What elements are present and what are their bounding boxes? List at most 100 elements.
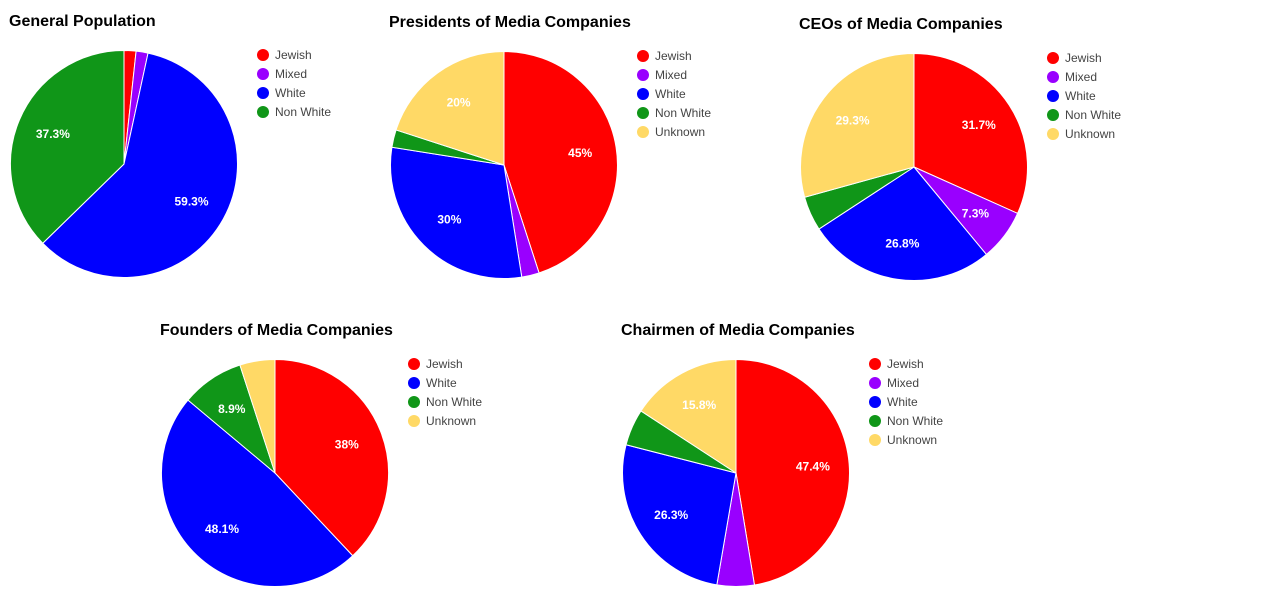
legend-item-unknown: Unknown <box>637 122 711 141</box>
legend-item-mixed: Mixed <box>1047 67 1121 86</box>
slice-label-unknown: 20% <box>447 96 471 110</box>
legend-item-non-white: Non White <box>1047 105 1121 124</box>
legend-label: Jewish <box>887 356 924 371</box>
pie-slice-white <box>818 166 988 282</box>
legend-label: Jewish <box>426 356 463 371</box>
legend-label: Non White <box>275 104 332 119</box>
pie-slice-jewish <box>735 358 850 586</box>
pie-chart: 45% 30% 20% <box>390 50 618 279</box>
slice-label-white: 26.8% <box>885 236 919 250</box>
legend-swatch <box>637 49 649 62</box>
slice-label-unknown: 15.8% <box>682 398 716 412</box>
legend-label: Non White <box>426 394 483 409</box>
chart-legend: Jewish Mixed White Non White <box>257 45 331 121</box>
pie-slice-unknown <box>239 358 276 474</box>
slice-label-jewish: 31.7% <box>962 118 996 132</box>
slice-label-non-white: 8.9% <box>218 402 246 416</box>
pie-chart: 59.3% 37.3% <box>10 49 238 278</box>
legend-swatch <box>637 125 649 138</box>
chart-legend: Jewish Mixed White Non White Unknown <box>637 46 711 141</box>
legend-item-white: White <box>408 373 482 392</box>
legend-label: Non White <box>1065 107 1122 122</box>
pie-slice-jewish <box>913 52 1028 215</box>
legend-label: Mixed <box>1065 69 1098 84</box>
legend-label: Unknown <box>887 432 938 447</box>
legend-label: White <box>426 375 457 390</box>
legend-item-non-white: Non White <box>257 102 331 121</box>
legend-label: Mixed <box>887 375 920 390</box>
pie-slice-white <box>42 52 238 278</box>
pie-slice-unknown <box>395 50 505 166</box>
legend-swatch <box>408 395 420 408</box>
pie-slice-white <box>160 399 354 588</box>
legend-swatch <box>869 433 881 446</box>
legend-label: Jewish <box>1065 50 1102 65</box>
legend-swatch <box>257 86 269 99</box>
legend-label: Jewish <box>655 48 692 63</box>
legend-label: White <box>655 86 686 101</box>
legend-item-white: White <box>869 392 943 411</box>
chart-legend: Jewish White Non White Unknown <box>408 354 482 430</box>
legend-item-jewish: Jewish <box>1047 48 1121 67</box>
legend-label: Unknown <box>426 413 477 428</box>
legend-item-jewish: Jewish <box>637 46 711 65</box>
chart-title: CEOs of Media Companies <box>799 16 1003 33</box>
legend-item-jewish: Jewish <box>869 354 943 373</box>
legend-item-white: White <box>257 83 331 102</box>
legend-label: White <box>887 394 918 409</box>
legend-swatch <box>257 105 269 118</box>
pie-chart: 47.4% 26.3% 15.8% <box>622 358 850 587</box>
legend-swatch <box>408 414 420 427</box>
legend-item-mixed: Mixed <box>637 65 711 84</box>
legend-item-jewish: Jewish <box>408 354 482 373</box>
legend-item-jewish: Jewish <box>257 45 331 64</box>
slice-label-jewish: 47.4% <box>796 460 830 474</box>
legend-label: Mixed <box>655 67 688 82</box>
chart-title: General Population <box>9 13 156 30</box>
pie-chart: 38% 48.1% 8.9% <box>160 358 389 588</box>
pie-slice-unknown <box>800 52 915 198</box>
chart-title: Chairmen of Media Companies <box>621 322 855 339</box>
pie-slice-white <box>622 444 737 586</box>
legend-label: Mixed <box>275 66 308 81</box>
slice-label-non-white: 37.3% <box>36 127 70 141</box>
legend-swatch <box>1047 51 1059 64</box>
legend-label: Non White <box>887 413 944 428</box>
chart-legend: Jewish Mixed White Non White Unknown <box>1047 48 1121 143</box>
legend-swatch <box>1047 108 1059 121</box>
pie-slice-non-white <box>10 49 125 244</box>
pie-slice-white <box>390 146 523 279</box>
legend-swatch <box>637 106 649 119</box>
legend-swatch <box>257 67 269 80</box>
legend-label: Non White <box>655 105 712 120</box>
legend-item-white: White <box>1047 86 1121 105</box>
legend-item-mixed: Mixed <box>869 373 943 392</box>
legend-item-unknown: Unknown <box>1047 124 1121 143</box>
slice-label-white: 30% <box>437 213 461 227</box>
legend-label: Jewish <box>275 47 312 62</box>
slice-label-jewish: 45% <box>568 146 592 160</box>
legend-item-non-white: Non White <box>869 411 943 430</box>
slice-label-white: 26.3% <box>654 508 688 522</box>
legend-swatch <box>1047 89 1059 102</box>
legend-item-non-white: Non White <box>637 103 711 122</box>
legend-swatch <box>637 87 649 100</box>
chart-title: Founders of Media Companies <box>160 322 393 339</box>
pie-slice-unknown <box>640 358 737 474</box>
legend-label: Unknown <box>1065 126 1116 141</box>
legend-swatch <box>869 357 881 370</box>
legend-swatch <box>869 395 881 408</box>
legend-swatch <box>408 376 420 389</box>
slice-label-white: 59.3% <box>174 194 208 208</box>
legend-label: White <box>275 85 306 100</box>
legend-swatch <box>869 414 881 427</box>
legend-item-non-white: Non White <box>408 392 482 411</box>
chart-title: Presidents of Media Companies <box>389 14 631 31</box>
slice-label-jewish: 38% <box>335 438 359 452</box>
slice-label-unknown: 29.3% <box>836 113 870 127</box>
pie-slice-jewish <box>503 50 618 274</box>
pie-slice-jewish <box>274 358 389 557</box>
legend-swatch <box>869 376 881 389</box>
legend-swatch <box>257 48 269 61</box>
legend-label: Unknown <box>655 124 706 139</box>
